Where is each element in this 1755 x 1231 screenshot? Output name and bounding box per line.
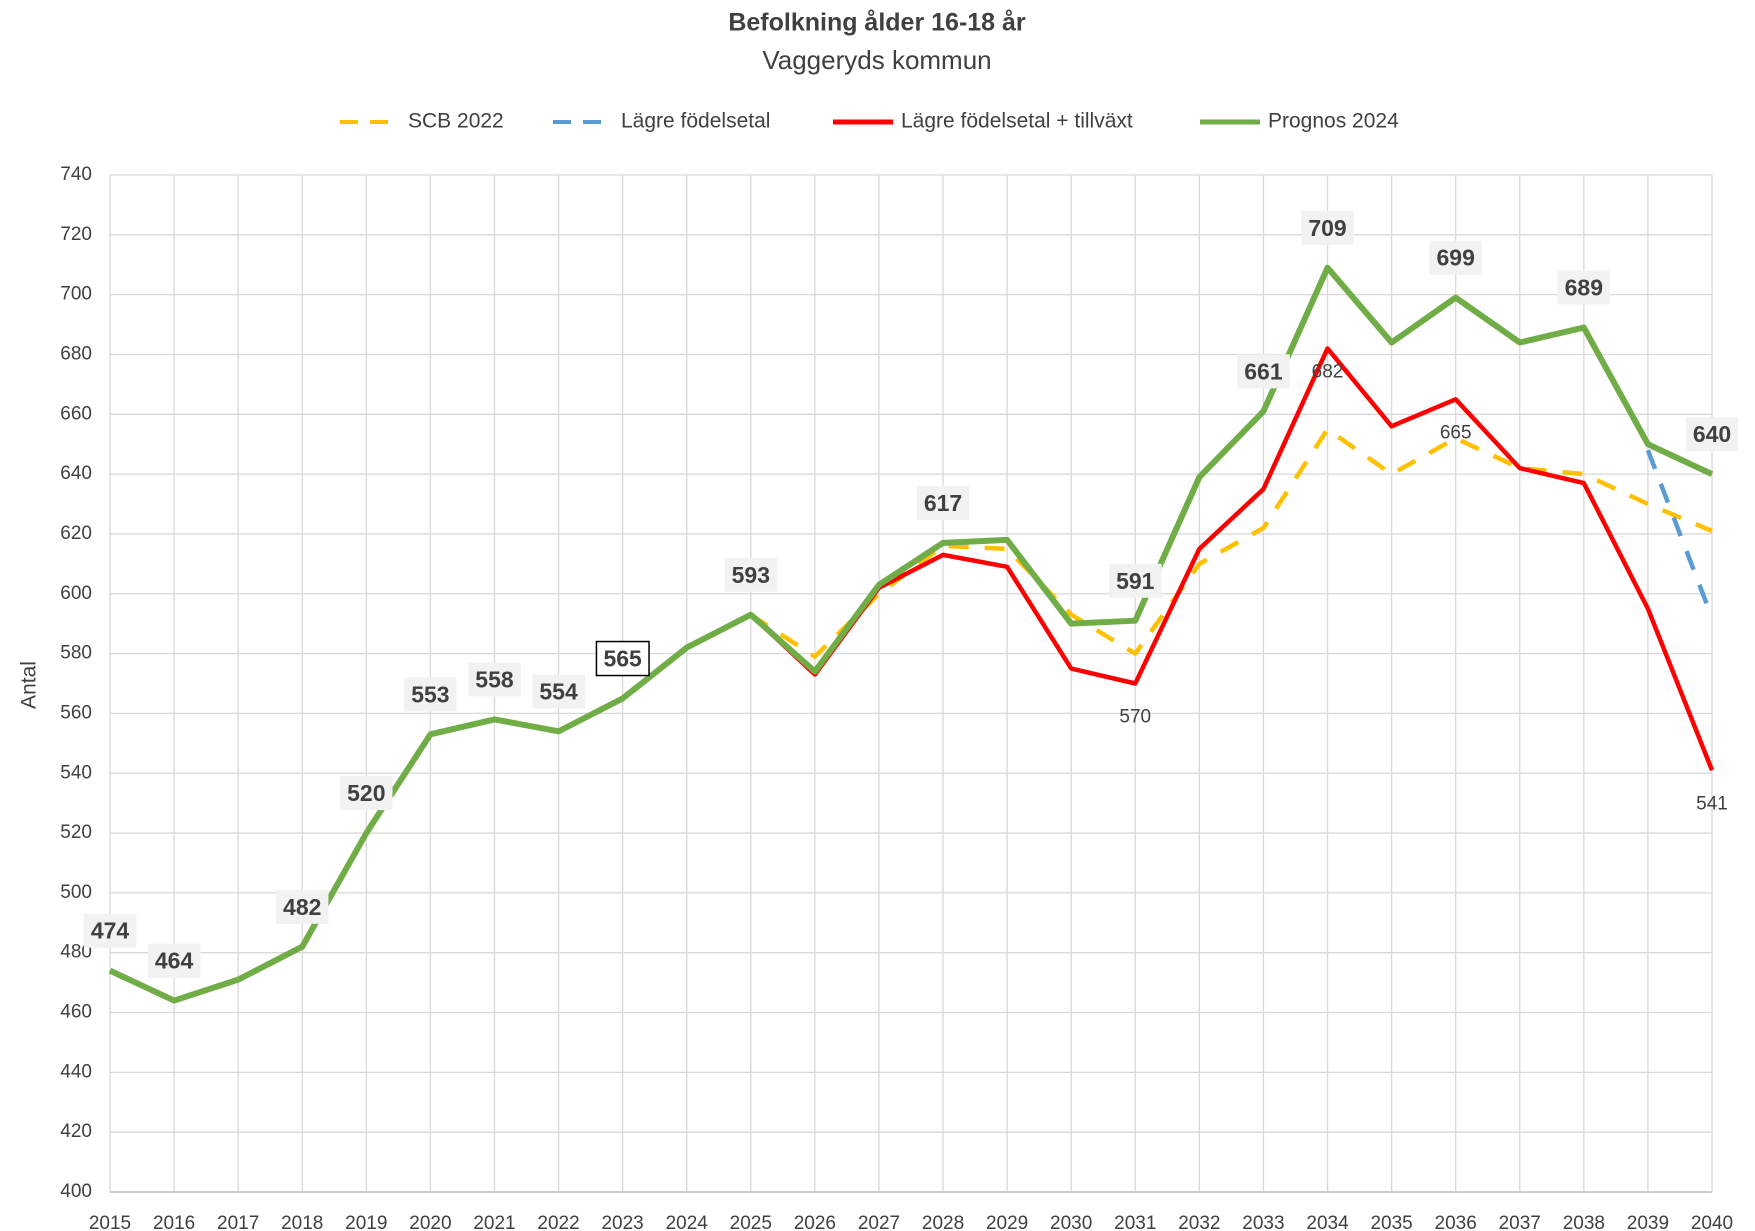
x-tick-label: 2021	[473, 1213, 515, 1231]
x-tick-label: 2036	[1435, 1213, 1477, 1231]
x-tick-label: 2031	[1114, 1213, 1156, 1231]
x-tick-label: 2034	[1306, 1213, 1349, 1231]
x-tick-label: 2029	[986, 1213, 1028, 1231]
data-label: 665	[1440, 422, 1472, 443]
data-label-bg	[147, 943, 201, 978]
y-tick-label: 460	[60, 1002, 92, 1023]
data-label-bg	[404, 677, 457, 712]
data-label: 709	[1308, 215, 1346, 241]
data-label: 570	[1119, 707, 1151, 728]
y-tick-label: 400	[60, 1181, 92, 1202]
x-tick-label: 2016	[153, 1213, 195, 1231]
data-label: 640	[1693, 421, 1731, 447]
data-label-bg	[276, 889, 329, 924]
data-label: 661	[1244, 358, 1283, 384]
data-label: 482	[283, 894, 321, 920]
y-tick-label: 500	[60, 882, 92, 903]
series-line	[108, 264, 1714, 1004]
x-tick-label: 2017	[217, 1213, 259, 1231]
y-tick-label: 520	[60, 822, 92, 843]
data-label: 520	[347, 780, 385, 806]
x-tick-label: 2019	[345, 1213, 387, 1231]
x-tick-label: 2023	[601, 1213, 643, 1231]
data-label: 464	[155, 948, 194, 974]
data-label: 565	[603, 646, 642, 672]
y-tick-label: 420	[60, 1121, 92, 1142]
data-label: 591	[1116, 568, 1155, 594]
data-label-bg	[468, 662, 521, 697]
data-label: 593	[732, 562, 770, 588]
x-tick-label: 2024	[666, 1213, 709, 1231]
y-tick-label: 620	[60, 523, 92, 544]
legend-label: Prognos 2024	[1268, 110, 1399, 133]
x-tick-label: 2030	[1050, 1213, 1092, 1231]
data-label: 554	[539, 678, 578, 704]
x-tick-label: 2020	[409, 1213, 451, 1231]
y-tick-label: 580	[60, 643, 92, 664]
data-label: 682	[1312, 362, 1344, 383]
data-label-bg	[1301, 210, 1354, 245]
data-label-bg	[83, 913, 137, 948]
data-label: 617	[924, 490, 962, 516]
x-tick-label: 2032	[1178, 1213, 1220, 1231]
series-line	[685, 427, 1713, 659]
data-label: 553	[411, 681, 449, 707]
data-label-bg	[724, 557, 777, 592]
x-tick-label: 2028	[922, 1213, 964, 1231]
chart-subtitle: Vaggeryds kommun	[762, 45, 991, 75]
data-label: 689	[1565, 275, 1603, 301]
data-label: 541	[1696, 793, 1728, 814]
data-label-bg	[1557, 270, 1611, 305]
data-label-bg	[340, 776, 393, 811]
data-label-bg	[916, 485, 970, 520]
legend-label: Lägre födelsetal	[621, 110, 770, 133]
y-tick-label: 740	[60, 164, 92, 185]
y-tick-label: 720	[60, 224, 92, 245]
legend-label: SCB 2022	[408, 110, 504, 133]
x-tick-label: 2018	[281, 1213, 323, 1231]
y-tick-label: 560	[60, 702, 92, 723]
y-tick-label: 660	[60, 403, 92, 424]
data-label-bg	[595, 640, 650, 677]
data-label: 558	[475, 666, 514, 692]
data-label-bg	[1685, 417, 1739, 452]
data-label-bg	[1429, 240, 1482, 275]
x-tick-label: 2040	[1691, 1213, 1733, 1231]
data-label: 699	[1436, 245, 1474, 271]
data-label: 474	[91, 918, 130, 944]
x-tick-label: 2037	[1499, 1213, 1541, 1231]
y-tick-label: 680	[60, 343, 92, 364]
x-tick-label: 2033	[1242, 1213, 1284, 1231]
x-tick-label: 2022	[537, 1213, 579, 1231]
x-tick-label: 2027	[858, 1213, 900, 1231]
data-label-bg	[532, 674, 585, 709]
y-tick-label: 640	[60, 463, 92, 484]
y-tick-label: 700	[60, 284, 92, 305]
x-tick-label: 2038	[1563, 1213, 1605, 1231]
x-tick-label: 2015	[89, 1213, 131, 1231]
y-tick-label: 600	[60, 583, 92, 604]
data-label-bg	[1109, 563, 1162, 598]
x-tick-label: 2026	[794, 1213, 836, 1231]
series-line	[1645, 449, 1715, 619]
x-tick-label: 2025	[730, 1213, 772, 1231]
y-tick-label: 440	[60, 1061, 92, 1082]
legend-label: Lägre födelsetal + tillväxt	[901, 110, 1133, 133]
chart-title: Befolkning ålder 16-18 år	[728, 9, 1026, 37]
x-tick-label: 2035	[1370, 1213, 1412, 1231]
data-label-bg	[1237, 354, 1290, 389]
y-axis-label: Antal	[18, 661, 41, 709]
y-tick-label: 540	[60, 762, 92, 783]
x-tick-label: 2039	[1627, 1213, 1669, 1231]
